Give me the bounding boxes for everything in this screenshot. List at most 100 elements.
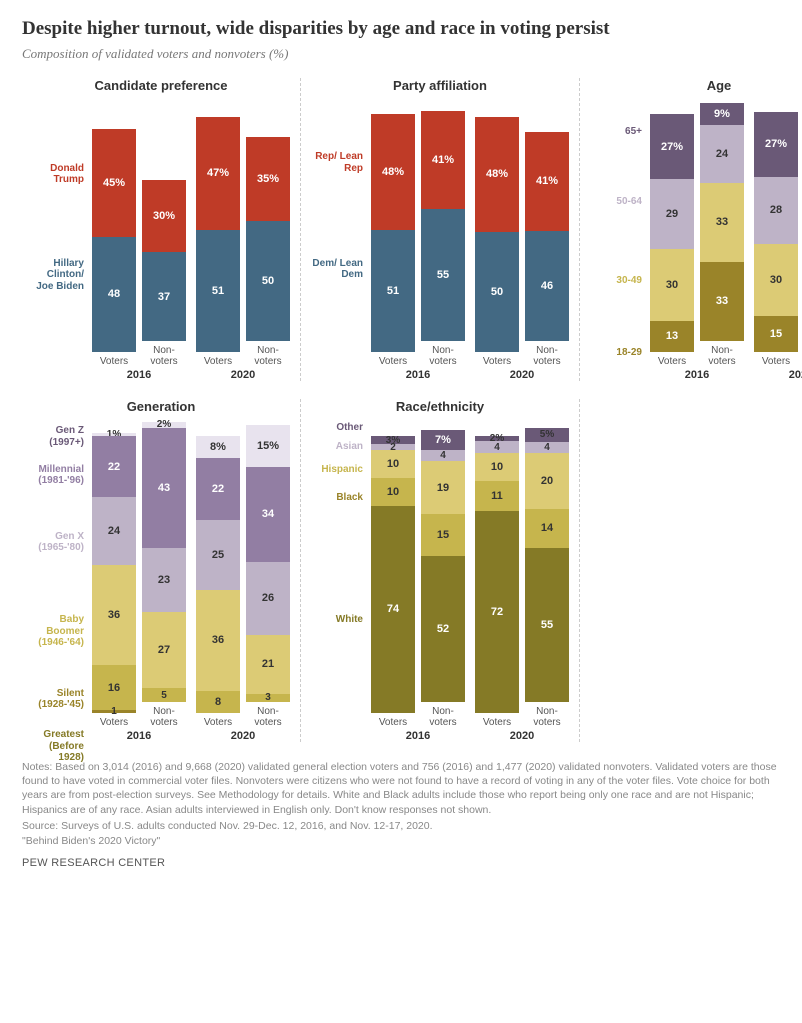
segment-value: 7% [435,434,451,446]
category-label: Dem/ Lean Dem [307,258,363,281]
bar-tick: Non-voters [254,706,281,728]
bar-wrap: 2%4323275Non-voters [142,422,186,728]
category-label: Rep/ Lean Rep [307,151,363,174]
bar-tick: Non-voters [429,706,456,728]
bar-segment: 24 [700,125,744,183]
segment-value: 1 [111,706,117,717]
year-label: 2016 [646,369,748,381]
bar-tick: Non-voters [429,345,456,367]
bar-segment: 15% [246,425,290,467]
segment-value: 23 [158,574,170,586]
category-labels: 65+50-6430-4918-29 [586,101,646,381]
bar-segment: 47% [196,117,240,230]
bar-segment: 20 [525,453,569,509]
bar-segment: 33 [700,262,744,341]
bar-tick: Voters [483,717,511,728]
stacked-bar: 30% 37 [142,180,186,341]
bar-segment: 27% [650,114,694,179]
bar-segment: 27 [142,612,186,688]
category-label: Hispanic [307,464,363,476]
bar-segment: 4 [421,450,465,461]
segment-value: 22 [108,461,120,473]
bar-wrap: 27%293013Voters [650,114,694,367]
chart-area: OtherAsianHispanicBlackWhite3%2101074Vot… [307,422,573,742]
segment-value: 37 [158,291,170,303]
bar-segment: 30 [650,249,694,321]
bar-segment: 8 [196,691,240,713]
bar-segment: 5 [142,688,186,702]
bars-pair: 1%222436161Voters2%4323275Non-voters [88,422,190,728]
bar-segment: 7% [421,430,465,450]
category-label: 18-29 [586,347,642,359]
segment-value: 13 [666,330,678,342]
segment-value: 19 [437,482,449,494]
bar-segment: 27% [754,112,798,177]
bar-segment: 15 [754,316,798,352]
bar-segment: 11 [475,481,519,512]
stacked-bar: 45%48 [92,129,136,352]
segment-value: 45% [103,177,125,189]
category-label: White [307,614,363,626]
segment-value: 52 [437,623,449,635]
segment-value: 35% [257,173,279,185]
segment-value: 14 [541,522,553,534]
bar-tick: Non-voters [150,706,177,728]
year-group: 48%50Voters41%46Non-voters2020 [471,101,573,381]
bar-segment: 24 [92,497,136,564]
category-label: 30-49 [586,275,642,287]
year-label: 2020 [471,369,573,381]
chart-title: Candidate preference [28,78,294,93]
stacked-bar: 3%2101074 [371,436,415,713]
year-group: 45%48Voters30%37Non-voters2016 [88,101,190,381]
category-label: 50-64 [586,196,642,208]
bar-segment: 14 [525,509,569,548]
category-label: Black [307,492,363,504]
bar-segment: 10 [371,478,415,506]
bar-segment: 22 [92,436,136,498]
segment-value: 36 [108,609,120,621]
bar-segment: 4 [475,441,519,452]
year-label: 2020 [192,369,294,381]
segment-value: 27% [661,141,683,153]
bars-pair: 48%51Voters41%55Non-voters [367,101,469,367]
source-text: Source: Surveys of U.S. adults conducted… [22,820,780,832]
bar-wrap: 41%55Non-voters [421,111,465,367]
bar-segment: 16 [92,665,136,710]
bar-wrap: 41%46Non-voters [525,132,569,367]
bar-segment: 36 [92,565,136,666]
bar-tick: Voters [658,356,686,367]
bar-segment: 8% [196,436,240,458]
bar-segment: 30% [142,180,186,252]
chart-generation: GenerationGen Z (1997+)Millennial (1981-… [22,399,301,742]
bar-segment: 23 [142,548,186,612]
category-labels: OtherAsianHispanicBlackWhite [307,422,367,742]
org-footer: PEW RESEARCH CENTER [22,857,780,869]
bars-pair: 8%2225368Voters15%3426213Non-voters [192,422,294,728]
segment-value: 22 [212,483,224,495]
bar-segment: 1 [92,710,136,713]
bar-tick: Voters [204,356,232,367]
bar-wrap: 35%50Non-voters [246,137,290,367]
bar-segment: 50 [475,232,519,352]
segment-value: 4 [494,442,500,453]
bar-tick: Non-voters [533,345,560,367]
stacked-bar: 27%293013 [650,114,694,352]
category-label: Baby Boomer (1946-'64) [28,614,84,649]
stacked-bar: 1%222436161 [92,433,136,713]
stacked-bar: 9%243333 [700,103,744,341]
segment-value: 15% [257,440,279,452]
bars-area: 45%48Voters30%37Non-voters201647%51Voter… [88,101,294,381]
bars-pair: 27%283015Voters11%214027Non-voters [750,101,802,367]
bar-segment: 34 [246,467,290,562]
segment-value: 50 [262,275,274,287]
year-label: 2016 [367,730,469,742]
segment-value: 24 [716,148,728,160]
segment-value: 51 [387,285,399,297]
segment-value: 25 [212,549,224,561]
bar-wrap: 9%243333Non-voters [700,103,744,367]
bar-tick: Voters [483,356,511,367]
bar-segment: 22 [196,458,240,520]
charts-row-1: Candidate preferenceDonald TrumpHillary … [22,78,780,381]
chart-title: Race/ethnicity [307,399,573,414]
bar-segment: 4 [525,442,569,453]
